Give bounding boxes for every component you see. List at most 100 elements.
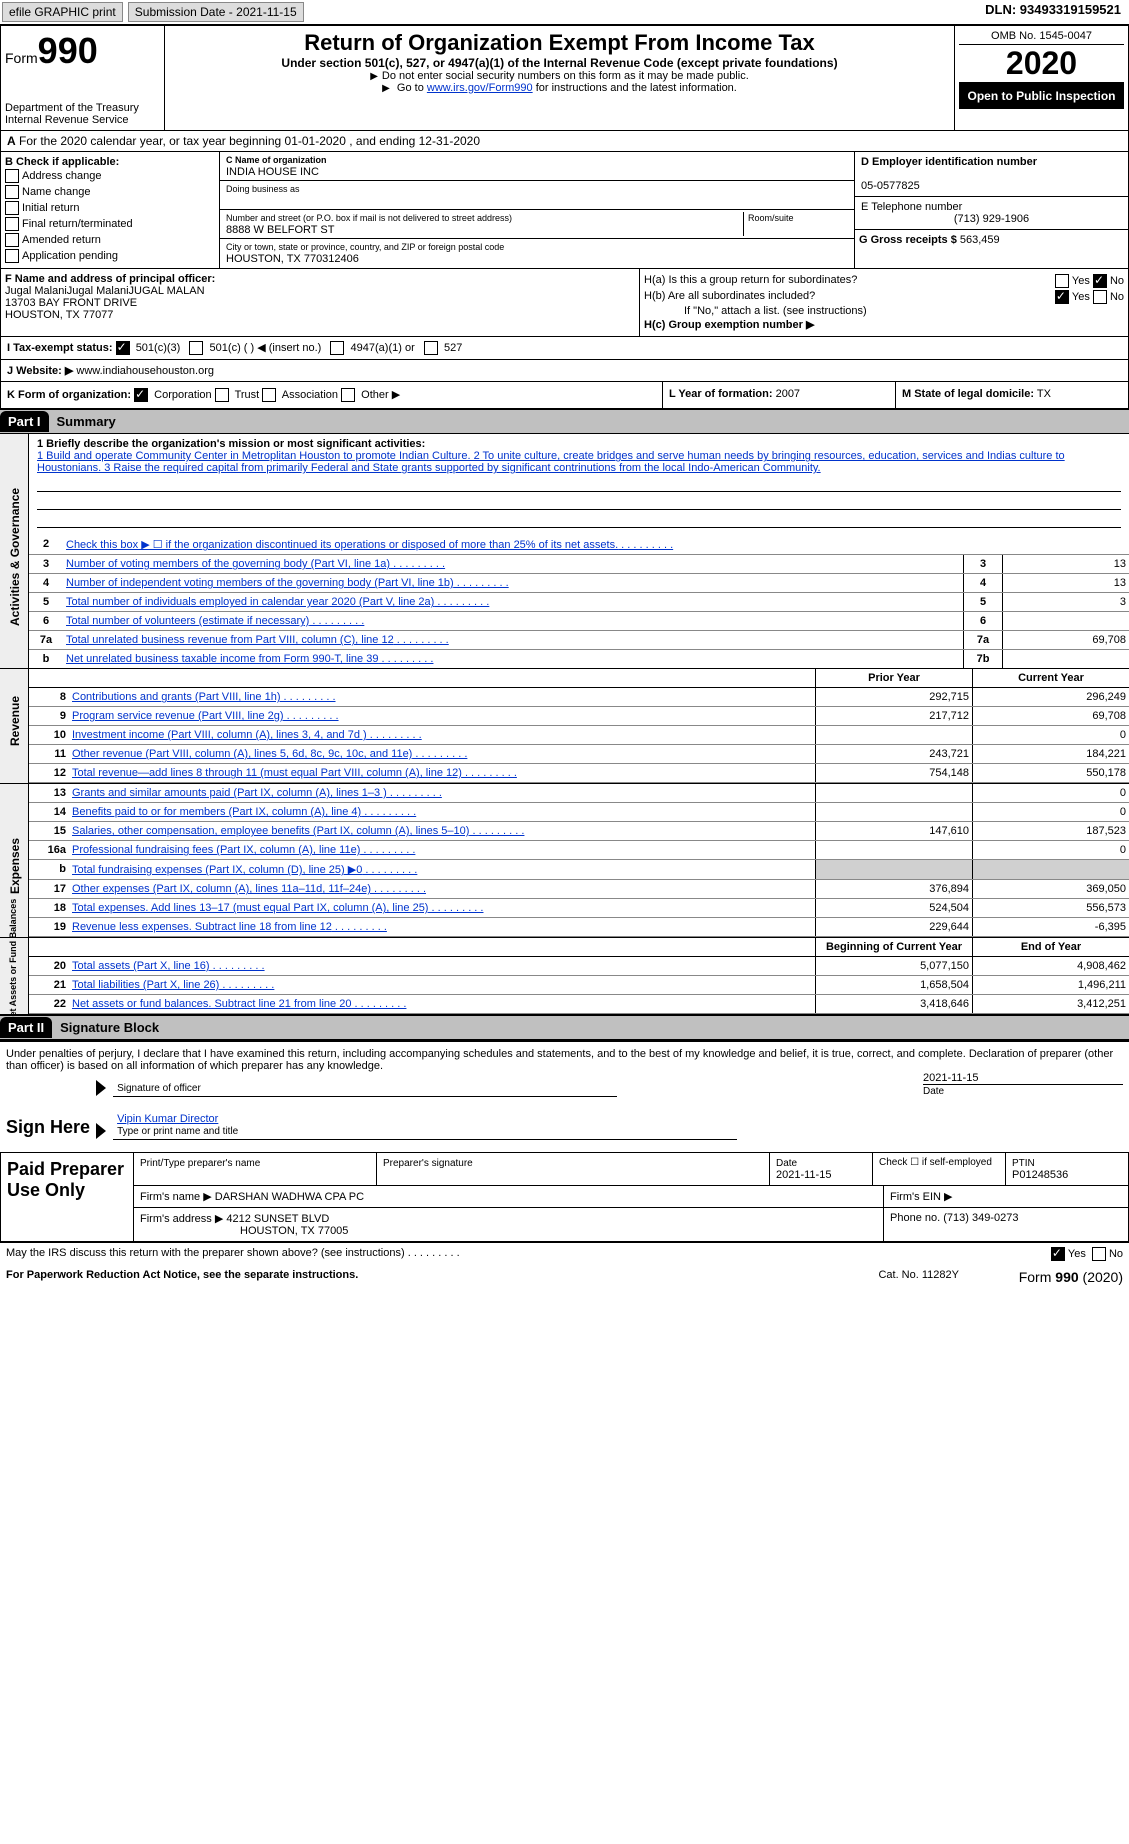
- form-subtitle: Under section 501(c), 527, or 4947(a)(1)…: [169, 56, 950, 70]
- fin-line-13: 13 Grants and similar amounts paid (Part…: [29, 784, 1129, 803]
- chk-name-change[interactable]: [5, 185, 19, 199]
- chk-trust[interactable]: [215, 388, 229, 402]
- fin-line-20: 20 Total assets (Part X, line 16) 5,077,…: [29, 957, 1129, 976]
- org-name: INDIA HOUSE INC: [226, 166, 319, 178]
- chk-amended-return[interactable]: [5, 233, 19, 247]
- box-c: C Name of organizationINDIA HOUSE INC Do…: [220, 152, 855, 268]
- note-ssn: Do not enter social security numbers on …: [169, 70, 950, 82]
- page-footer: For Paperwork Reduction Act Notice, see …: [0, 1265, 1129, 1289]
- ptin-value: P01248536: [1012, 1169, 1068, 1181]
- firm-name: DARSHAN WADHWA CPA PC: [215, 1191, 364, 1203]
- street-address: 8888 W BELFORT ST: [226, 224, 334, 236]
- gov-line-2: 2 Check this box ▶ ☐ if the organization…: [29, 535, 1129, 555]
- box-f: F Name and address of principal officer:…: [1, 269, 640, 336]
- signature-block: Under penalties of perjury, I declare th…: [0, 1040, 1129, 1152]
- firm-phone: (713) 349-0273: [943, 1212, 1018, 1224]
- chk-501c[interactable]: [189, 341, 203, 355]
- officer-name: Jugal MalaniJugal MalaniJUGAL MALAN: [5, 285, 205, 297]
- chk-application-pending[interactable]: [5, 249, 19, 263]
- vtab-revenue: Revenue: [0, 669, 29, 783]
- box-h: H(a) Is this a group return for subordin…: [640, 269, 1128, 336]
- paid-preparer-block: Paid Preparer Use Only Print/Type prepar…: [0, 1152, 1129, 1242]
- fin-line-17: 17 Other expenses (Part IX, column (A), …: [29, 880, 1129, 899]
- chk-discuss-yes[interactable]: [1051, 1247, 1065, 1261]
- chk-527[interactable]: [424, 341, 438, 355]
- tax-year: 2020: [959, 45, 1124, 83]
- gross-receipts: 563,459: [960, 234, 1000, 246]
- vtab-governance: Activities & Governance: [0, 434, 29, 668]
- submission-date-button[interactable]: Submission Date - 2021-11-15: [128, 2, 304, 22]
- chk-hb-yes[interactable]: [1055, 290, 1069, 304]
- mission-block: 1 Briefly describe the organization's mi…: [29, 434, 1129, 535]
- row-l: L Year of formation: 2007: [663, 382, 896, 408]
- chk-4947[interactable]: [330, 341, 344, 355]
- gov-line-b: b Net unrelated business taxable income …: [29, 650, 1129, 668]
- row-k: K Form of organization: Corporation Trus…: [1, 382, 663, 408]
- prep-date: 2021-11-15: [776, 1169, 831, 1181]
- fin-line-22: 22 Net assets or fund balances. Subtract…: [29, 995, 1129, 1014]
- form-title: Return of Organization Exempt From Incom…: [169, 30, 950, 56]
- fin-line-18: 18 Total expenses. Add lines 13–17 (must…: [29, 899, 1129, 918]
- chk-address-change[interactable]: [5, 169, 19, 183]
- chk-501c3[interactable]: [116, 341, 130, 355]
- chk-corp[interactable]: [134, 388, 148, 402]
- gov-line-7a: 7a Total unrelated business revenue from…: [29, 631, 1129, 650]
- chk-hb-no[interactable]: [1093, 290, 1107, 304]
- signature-date: 2021-11-15: [923, 1072, 1123, 1085]
- dln-label: DLN: 93493319159521: [985, 2, 1127, 17]
- fin-line-10: 10 Investment income (Part VIII, column …: [29, 726, 1129, 745]
- chk-discuss-no[interactable]: [1092, 1247, 1106, 1261]
- chk-ha-no[interactable]: [1093, 274, 1107, 288]
- chk-assoc[interactable]: [262, 388, 276, 402]
- fin-line-14: 14 Benefits paid to or for members (Part…: [29, 803, 1129, 822]
- open-public-badge: Open to Public Inspection: [959, 83, 1124, 109]
- form-header: Form990 Department of the Treasury Inter…: [0, 25, 1129, 131]
- fin-line-19: 19 Revenue less expenses. Subtract line …: [29, 918, 1129, 937]
- ein-value: 05-0577825: [861, 180, 920, 192]
- chk-ha-yes[interactable]: [1055, 274, 1069, 288]
- gov-line-5: 5 Total number of individuals employed i…: [29, 593, 1129, 612]
- form-number: 990: [38, 30, 98, 71]
- part-i-header: Part ISummary: [0, 409, 1129, 434]
- fin-line-21: 21 Total liabilities (Part X, line 26) 1…: [29, 976, 1129, 995]
- fin-line-15: 15 Salaries, other compensation, employe…: [29, 822, 1129, 841]
- row-m: M State of legal domicile: TX: [896, 382, 1128, 408]
- vtab-netassets: Net Assets or Fund Balances: [0, 938, 29, 1014]
- efile-button[interactable]: efile GRAPHIC print: [2, 2, 123, 22]
- irs-link[interactable]: www.irs.gov/Form990: [427, 82, 533, 94]
- mission-text[interactable]: 1 Build and operate Community Center in …: [37, 450, 1121, 474]
- city-state-zip: HOUSTON, TX 770312406: [226, 253, 359, 265]
- sig-arrow-icon: [96, 1080, 106, 1096]
- row-j: J Website: ▶ www.indiahousehouston.org: [7, 364, 1122, 377]
- fin-line-11: 11 Other revenue (Part VIII, column (A),…: [29, 745, 1129, 764]
- fin-line-8: 8 Contributions and grants (Part VIII, l…: [29, 688, 1129, 707]
- fin-line-9: 9 Program service revenue (Part VIII, li…: [29, 707, 1129, 726]
- begin-end-header: Beginning of Current YearEnd of Year: [29, 938, 1129, 957]
- part-ii-header: Part IISignature Block: [0, 1015, 1129, 1040]
- prior-current-header: Prior YearCurrent Year: [29, 669, 1129, 688]
- website-value: www.indiahousehouston.org: [76, 365, 214, 377]
- fin-line-12: 12 Total revenue—add lines 8 through 11 …: [29, 764, 1129, 783]
- gov-line-4: 4 Number of independent voting members o…: [29, 574, 1129, 593]
- fin-line-b: b Total fundraising expenses (Part IX, c…: [29, 860, 1129, 880]
- firm-address: 4212 SUNSET BLVD: [226, 1213, 329, 1225]
- chk-other[interactable]: [341, 388, 355, 402]
- irs-discuss-row: May the IRS discuss this return with the…: [0, 1242, 1129, 1265]
- box-d-e-g: D Employer identification number05-05778…: [855, 152, 1128, 268]
- chk-final-return[interactable]: [5, 217, 19, 231]
- chk-initial-return[interactable]: [5, 201, 19, 215]
- row-a-period: A For the 2020 calendar year, or tax yea…: [1, 131, 1128, 151]
- telephone: (713) 929-1906: [861, 213, 1122, 225]
- dept-label: Department of the Treasury Internal Reve…: [5, 102, 160, 126]
- form-label: Form: [5, 50, 38, 66]
- gov-line-3: 3 Number of voting members of the govern…: [29, 555, 1129, 574]
- gov-line-6: 6 Total number of volunteers (estimate i…: [29, 612, 1129, 631]
- fin-line-16a: 16a Professional fundraising fees (Part …: [29, 841, 1129, 860]
- omb-number: OMB No. 1545-0047: [959, 30, 1124, 45]
- sig-arrow-icon-2: [96, 1123, 106, 1139]
- row-i: I Tax-exempt status: 501(c)(3) 501(c) ( …: [7, 341, 1122, 355]
- box-b: B Check if applicable: Address change Na…: [1, 152, 220, 268]
- officer-printed-name[interactable]: Vipin Kumar Director: [117, 1113, 218, 1125]
- sign-here-label: Sign Here: [6, 1109, 96, 1146]
- note-goto: Go to www.irs.gov/Form990 for instructio…: [169, 82, 950, 94]
